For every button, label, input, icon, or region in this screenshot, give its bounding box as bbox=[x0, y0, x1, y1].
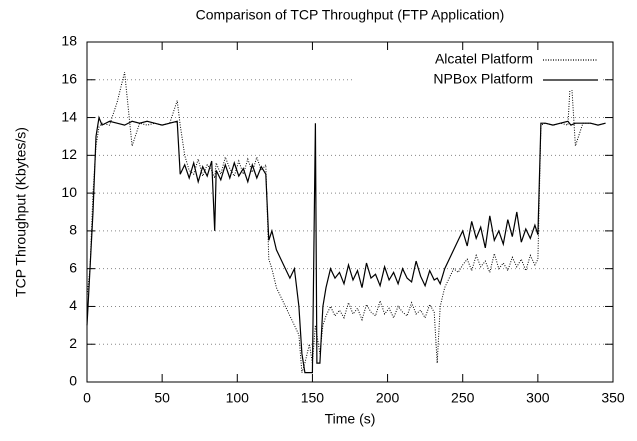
x-tick-label: 50 bbox=[154, 390, 170, 406]
frame bbox=[86, 41, 614, 383]
y-tick-label: 10 bbox=[61, 184, 77, 200]
x-tick-label: 250 bbox=[451, 390, 475, 406]
legend-label: Alcatel Platform bbox=[435, 51, 533, 67]
y-tick-label: 12 bbox=[61, 146, 77, 162]
y-tick-label: 6 bbox=[69, 259, 77, 275]
x-tick-label: 0 bbox=[83, 390, 91, 406]
series-line bbox=[86, 72, 606, 373]
y-axis-label: TCP Throughput (Kbytes/s) bbox=[13, 127, 29, 297]
x-axis-label: Time (s) bbox=[325, 411, 376, 427]
y-tick-label: 14 bbox=[61, 108, 77, 124]
x-tick-label: 100 bbox=[226, 390, 250, 406]
y-tick-label: 18 bbox=[61, 33, 77, 49]
x-tick-label: 300 bbox=[526, 390, 550, 406]
x-tick-label: 200 bbox=[376, 390, 400, 406]
y-tick-label: 8 bbox=[69, 222, 77, 238]
y-tick-label: 2 bbox=[69, 335, 77, 351]
x-tick-label: 350 bbox=[601, 390, 625, 406]
legend-label: NPBox Platform bbox=[433, 71, 533, 87]
series-line bbox=[86, 115, 606, 374]
legend-background bbox=[353, 50, 603, 90]
y-tick-label: 16 bbox=[61, 70, 77, 86]
chart-title: Comparison of TCP Throughput (FTP Applic… bbox=[196, 7, 505, 23]
y-tick-label: 4 bbox=[69, 297, 77, 313]
y-tick-label: 0 bbox=[69, 373, 77, 389]
x-tick-label: 150 bbox=[301, 390, 325, 406]
